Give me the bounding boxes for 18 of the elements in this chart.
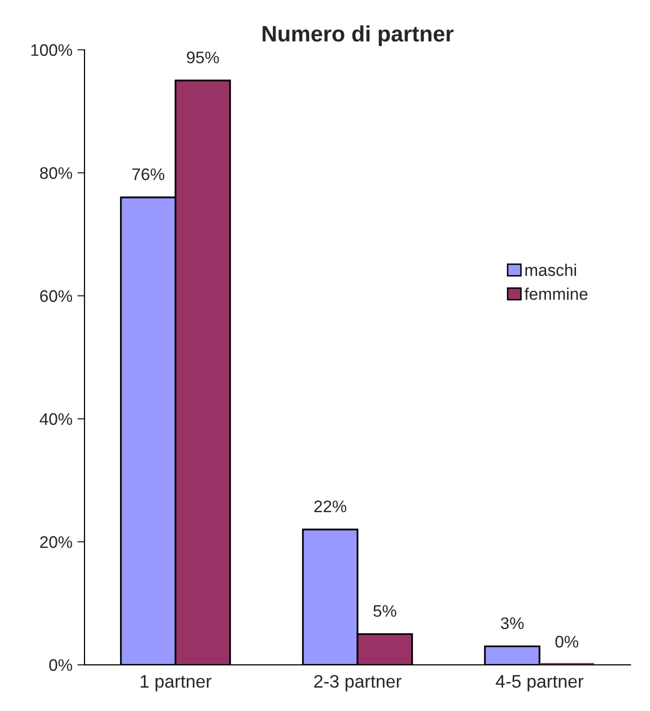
legend-label: maschi <box>525 264 576 276</box>
legend-label: femmine <box>524 288 588 300</box>
y-tick-label: 100% <box>31 44 72 56</box>
x-tick-label: 2-3 partner <box>314 674 402 692</box>
y-tick-label: 40% <box>40 413 72 425</box>
y-tick-label: 20% <box>40 536 72 548</box>
chart-title: Numero di partner <box>262 25 454 46</box>
data-label: 76% <box>132 168 164 180</box>
data-label: 22% <box>314 500 346 512</box>
y-tick-label: 0% <box>49 659 72 671</box>
y-tick-label: 80% <box>40 167 72 179</box>
x-tick-label: 4-5 partner <box>496 675 584 692</box>
data-label: 3% <box>500 617 524 630</box>
y-tick-label: 60% <box>40 290 72 302</box>
data-label: 95% <box>186 52 219 64</box>
data-label: 5% <box>373 605 396 617</box>
x-tick-label: 1 partner <box>140 675 212 692</box>
data-label: 0% <box>555 636 578 648</box>
